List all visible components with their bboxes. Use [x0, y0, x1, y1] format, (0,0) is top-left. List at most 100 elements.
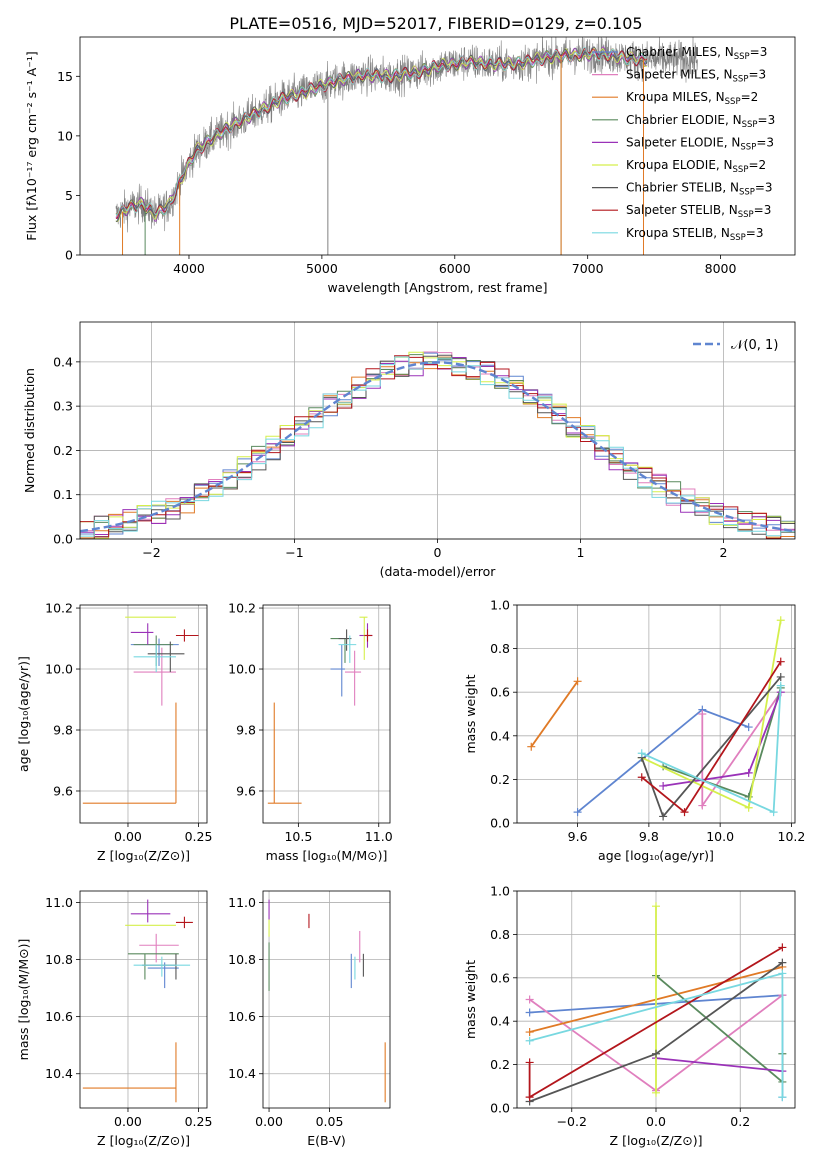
weight-marker: [637, 773, 646, 782]
tick-label-y: 1.0: [490, 598, 510, 613]
weight-marker: [573, 808, 582, 817]
errorbar-point: [139, 933, 179, 963]
axes-frame-age_vs_Z: [79, 604, 208, 824]
weight-series-line: [530, 680, 579, 748]
tick-label-y: 0.3: [53, 399, 73, 414]
tick-label-x: 6000: [439, 261, 471, 276]
weight-marker: [525, 1028, 534, 1037]
tick-label-x: 1: [577, 545, 585, 560]
legend-entry: Chabrier ELODIE, NSSP=3: [626, 113, 775, 130]
errorbar-point: [142, 953, 177, 980]
tick-label-y: 9.6: [53, 783, 73, 798]
weight-marker: [525, 1093, 534, 1102]
weight-marker: [778, 958, 787, 967]
tick-label-x: 9.8: [639, 829, 659, 844]
tick-label-x: 0.25: [185, 1114, 213, 1129]
tick-label-y: 10.0: [228, 662, 256, 677]
tick-label-y: 0.0: [490, 1101, 510, 1116]
weight-marker: [652, 902, 660, 911]
tick-label-x: 9.6: [568, 829, 588, 844]
y-axis-label: mass weight: [463, 960, 478, 1039]
legend-entry: Salpeter ELODIE, NSSP=3: [626, 135, 774, 152]
errorbar-point: [147, 962, 179, 989]
weight-marker: [744, 803, 753, 812]
errorbar-point: [267, 702, 302, 804]
plot-area-age_vs_mass: [267, 616, 373, 804]
legend-entry: 𝒩(0, 1): [731, 338, 778, 353]
tick-label-y: 11.0: [45, 895, 73, 910]
weight-marker: [698, 710, 707, 718]
errorbar-point: [82, 1042, 177, 1103]
tick-label-y: 0: [65, 248, 73, 263]
errorbar-point: [82, 702, 177, 804]
panel-age_vs_mass: 10.5 11.0 9.6 9.8 10.0 10.2 mass [log₁₀(M/M⊙)]: [228, 601, 393, 863]
x-axis-label: Z [log₁₀(Z/Z⊙)]: [97, 1133, 190, 1148]
weight-marker: [744, 768, 753, 777]
tick-label-y: 10.0: [45, 662, 73, 677]
tick-label-y: 9.8: [236, 723, 256, 738]
errorbar-point: [364, 629, 373, 642]
tick-label-y: 10.6: [45, 1009, 73, 1024]
tick-label-y: 0.4: [490, 1014, 510, 1029]
tick-label-x: 0.0: [646, 1114, 666, 1129]
tick-label-x: −0.2: [557, 1114, 587, 1129]
panel-age_vs_Z: 0.00 0.25 9.6 9.8 10.0 10.2 Z [log₁₀(Z/Z⊙)] age…: [16, 601, 212, 863]
tick-label-y: 9.6: [236, 783, 256, 798]
tick-label-x: 10.0: [706, 829, 734, 844]
tick-label-x: 2: [720, 545, 728, 560]
legend-entry: Chabrier STELIB, NSSP=3: [626, 181, 773, 198]
errorbar-point: [330, 637, 349, 663]
legend-entry: Salpeter MILES, NSSP=3: [626, 68, 766, 85]
weight-marker: [778, 1093, 787, 1102]
tick-label-y: 10: [57, 128, 73, 143]
tick-label-x: 0: [434, 545, 442, 560]
weight-marker: [527, 742, 536, 751]
x-axis-label: mass [log₁₀(M/M⊙)]: [266, 848, 388, 863]
weight-marker: [698, 801, 707, 810]
tick-label-x: 8000: [705, 261, 737, 276]
panel-mass_vs_ebv: 0.00 0.05 10.4 10.6 10.8 11.0 E(B-V): [228, 891, 390, 1148]
plot-area-mass_vs_Z: [82, 899, 193, 1103]
x-axis-label: age [log₁₀(age/yr)]: [598, 848, 714, 863]
errorbar-point: [130, 623, 154, 645]
legend-entry: Salpeter STELIB, NSSP=3: [626, 203, 771, 220]
weight-marker: [778, 943, 787, 952]
spectrum-model-line: [115, 46, 648, 216]
histogram-steps: [80, 356, 795, 539]
plot-area-age_vs_Z: [82, 616, 199, 804]
axes-frame-age_vs_mass: [262, 604, 391, 824]
weight-marker: [659, 781, 668, 790]
tick-label-y: 10.8: [228, 952, 256, 967]
axes-frame-weight_vs_Z: [516, 890, 796, 1109]
tick-label-y: 10.2: [45, 601, 73, 616]
weight-marker: [573, 677, 582, 686]
errorbar-point: [133, 956, 191, 977]
tick-label-y: 10.8: [45, 952, 73, 967]
axes-frame-weight_vs_age: [516, 604, 796, 824]
weight-series-line: [701, 691, 782, 809]
tick-label-y: 0.1: [53, 487, 73, 502]
x-axis-label: Z [log₁₀(Z/Z⊙)]: [610, 1133, 703, 1148]
weight-series-line: [662, 687, 782, 798]
tick-label-y: 15: [57, 69, 73, 84]
errorbar-point: [133, 635, 174, 666]
errorbar-point: [359, 616, 368, 660]
axes-frame-mass_vs_Z: [79, 890, 208, 1109]
tick-label-x: 7000: [572, 261, 604, 276]
tick-label-y: 0.0: [53, 532, 73, 547]
axes-frame-residual_hist: [79, 321, 796, 540]
axes-frame-mass_vs_ebv: [262, 890, 391, 1109]
errorbar-point: [344, 650, 362, 706]
axes-frame-spectrum: [79, 36, 796, 256]
y-axis-label: mass weight: [463, 674, 478, 753]
tick-label-y: 0.6: [490, 970, 510, 985]
tick-label-y: 0.2: [53, 443, 73, 458]
weight-marker: [776, 681, 785, 690]
weight-marker: [778, 969, 787, 978]
legend-entry: Chabrier MILES, NSSP=3: [626, 45, 767, 62]
errorbar-point: [133, 644, 176, 673]
x-axis-label: Z [log₁₀(Z/Z⊙)]: [97, 848, 190, 863]
weight-marker: [776, 657, 785, 666]
